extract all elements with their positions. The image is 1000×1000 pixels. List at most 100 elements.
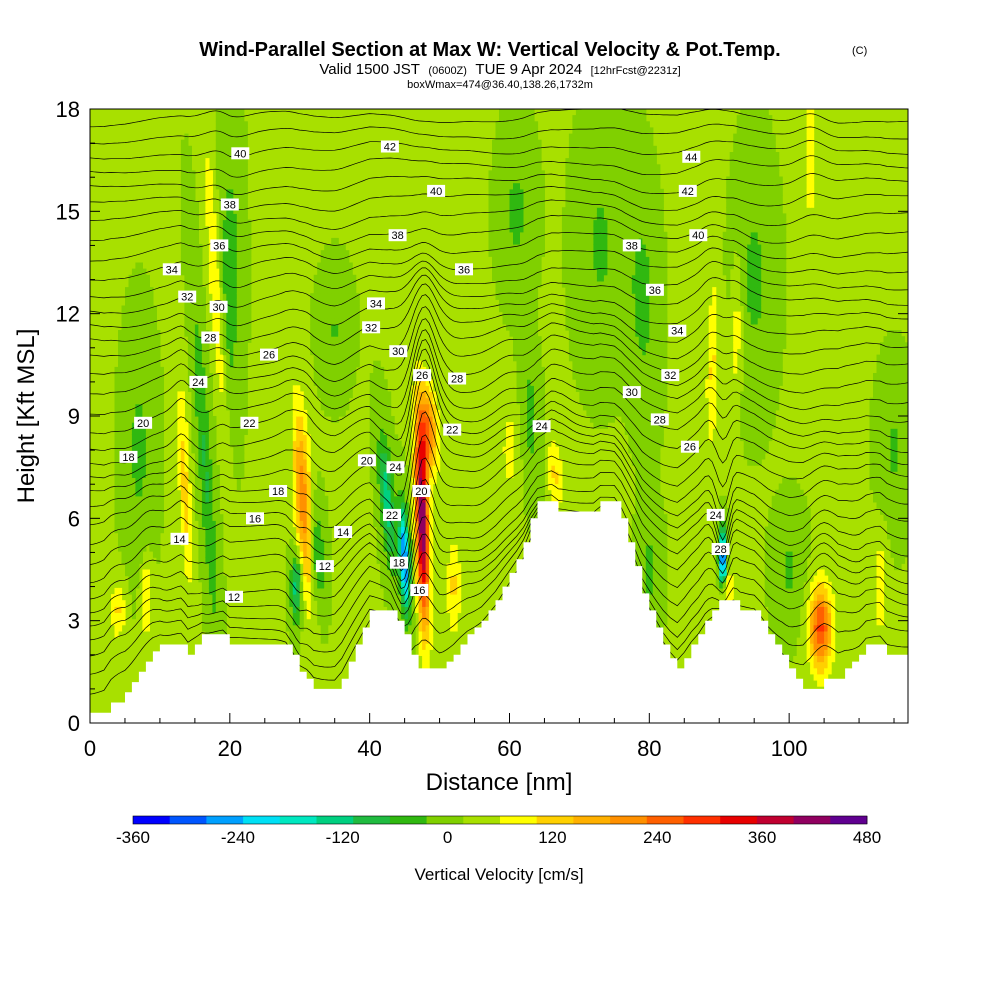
velocity-cell — [152, 422, 157, 429]
velocity-cell — [540, 213, 545, 221]
velocity-cell — [516, 225, 521, 233]
velocity-cell — [418, 563, 423, 571]
velocity-cell — [191, 213, 196, 221]
velocity-cell — [530, 477, 535, 485]
velocity-cell — [194, 452, 199, 460]
velocity-cell — [215, 630, 220, 638]
velocity-cell — [579, 311, 584, 319]
velocity-cell — [586, 305, 591, 313]
velocity-cell — [600, 231, 605, 239]
velocity-cell — [422, 594, 427, 601]
velocity-cell — [631, 379, 636, 386]
velocity-cell — [219, 225, 224, 233]
velocity-cell — [240, 471, 245, 478]
velocity-cell — [582, 366, 587, 374]
velocity-cell — [565, 299, 570, 306]
velocity-cell — [387, 471, 392, 478]
velocity-cell — [617, 244, 622, 251]
velocity-cell — [303, 520, 308, 528]
velocity-cell — [516, 182, 521, 190]
velocity-cell — [537, 446, 542, 454]
velocity-cell — [201, 557, 206, 564]
velocity-cell — [495, 207, 500, 214]
velocity-cell — [534, 287, 539, 294]
velocity-cell — [617, 121, 622, 128]
velocity-cell — [187, 145, 192, 153]
velocity-cell — [527, 231, 532, 239]
copyright-mark: (C) — [852, 45, 867, 57]
velocity-cell — [205, 551, 210, 558]
velocity-cell — [509, 428, 514, 435]
velocity-cell — [628, 274, 633, 282]
velocity-cell — [320, 532, 325, 540]
velocity-cell — [373, 360, 378, 368]
velocity-cell — [135, 514, 140, 521]
velocity-cell — [617, 385, 622, 392]
velocity-cell — [610, 311, 615, 319]
velocity-cell — [243, 299, 248, 306]
velocity-cell — [177, 434, 182, 442]
velocity-cell — [215, 158, 220, 165]
velocity-cell — [296, 416, 301, 423]
velocity-cell — [215, 520, 220, 528]
velocity-cell — [380, 477, 385, 485]
velocity-cell — [492, 158, 497, 165]
velocity-cell — [579, 323, 584, 331]
velocity-cell — [187, 299, 192, 306]
velocity-cell — [331, 250, 336, 257]
velocity-cell — [596, 195, 601, 202]
velocity-cell — [565, 182, 570, 190]
velocity-cell — [156, 502, 161, 509]
velocity-cell — [324, 385, 329, 392]
velocity-cell — [422, 416, 427, 423]
velocity-cell — [600, 256, 605, 264]
velocity-cell — [534, 268, 539, 276]
velocity-cell — [624, 133, 629, 141]
velocity-cell — [334, 379, 339, 386]
velocity-cell — [387, 483, 392, 491]
velocity-cell — [338, 397, 343, 405]
velocity-cell — [341, 385, 346, 392]
velocity-cell — [138, 557, 143, 564]
velocity-cell — [523, 379, 528, 386]
velocity-cell — [575, 244, 580, 251]
velocity-cell — [422, 557, 427, 564]
velocity-cell — [579, 121, 584, 128]
velocity-cell — [628, 139, 633, 147]
velocity-cell — [355, 323, 360, 331]
velocity-cell — [292, 446, 297, 454]
velocity-cell — [429, 409, 434, 417]
velocity-cell — [226, 139, 231, 147]
velocity-cell — [617, 109, 622, 116]
velocity-cell — [369, 373, 374, 380]
velocity-cell — [603, 299, 608, 306]
velocity-cell — [621, 342, 626, 349]
velocity-cell — [404, 612, 409, 620]
velocity-cell — [575, 360, 580, 368]
velocity-cell — [617, 139, 622, 147]
velocity-cell — [180, 391, 185, 399]
velocity-cell — [348, 342, 353, 349]
velocity-cell — [236, 471, 241, 478]
velocity-cell — [187, 268, 192, 276]
velocity-cell — [208, 557, 213, 564]
velocity-cell — [208, 495, 213, 503]
velocity-cell — [631, 256, 636, 264]
velocity-cell — [506, 145, 511, 153]
chart-title: Wind-Parallel Section at Max W: Vertical… — [199, 39, 780, 61]
velocity-cell — [418, 477, 423, 485]
velocity-cell — [306, 575, 311, 583]
velocity-cell — [380, 452, 385, 460]
velocity-cell — [506, 256, 511, 264]
velocity-cell — [125, 409, 130, 417]
velocity-cell — [125, 317, 130, 325]
velocity-cell — [523, 434, 528, 442]
velocity-cell — [324, 575, 329, 583]
velocity-cell — [586, 195, 591, 202]
velocity-cell — [527, 207, 532, 214]
velocity-cell — [306, 581, 311, 589]
velocity-cell — [516, 256, 521, 264]
velocity-cell — [523, 495, 528, 503]
velocity-cell — [341, 287, 346, 294]
velocity-cell — [506, 317, 511, 325]
